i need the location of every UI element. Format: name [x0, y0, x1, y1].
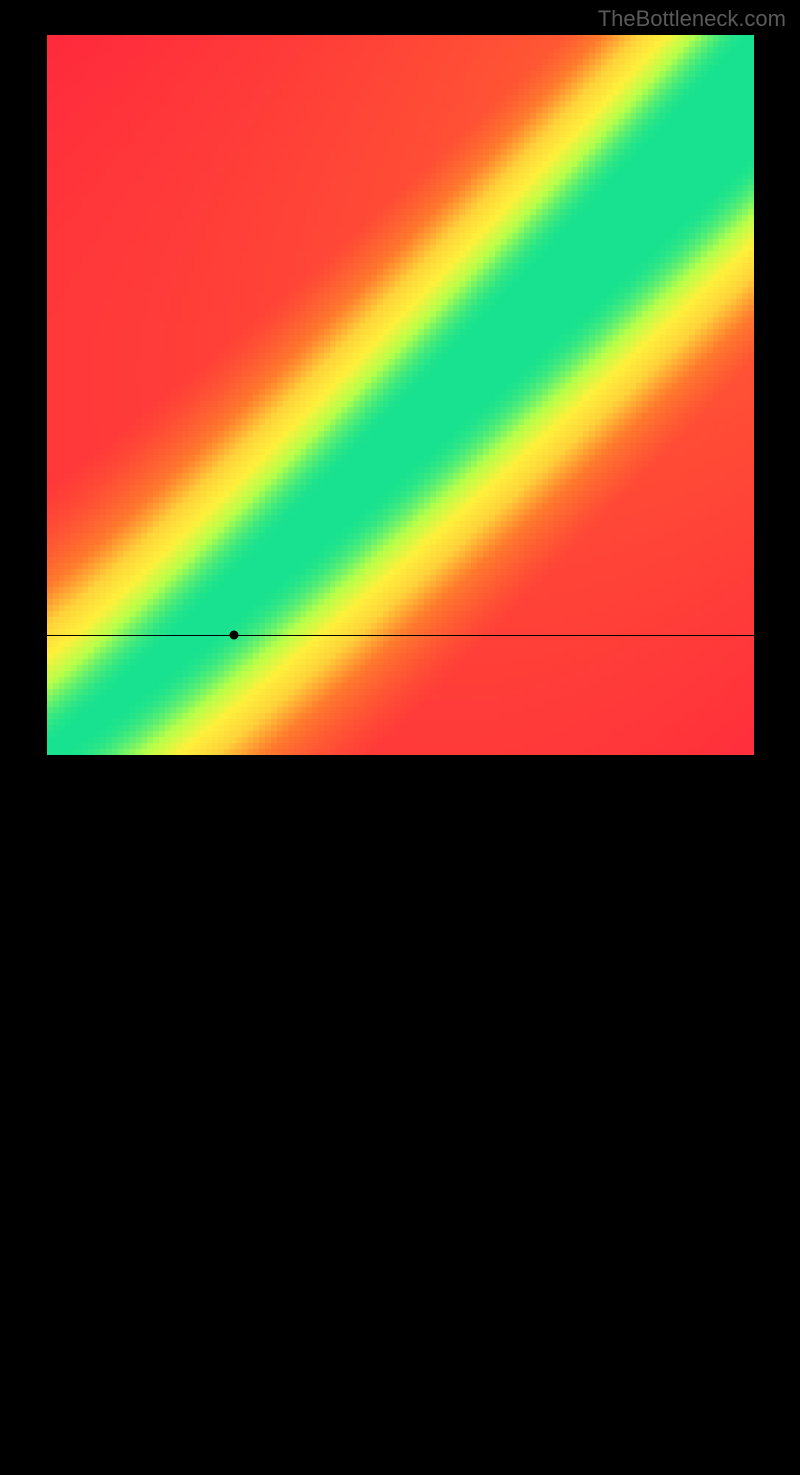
- watermark-text: TheBottleneck.com: [598, 6, 786, 32]
- crosshair-horizontal: [47, 635, 754, 636]
- marker-dot: [229, 631, 238, 640]
- bottleneck-heatmap: [47, 35, 754, 755]
- crosshair-vertical: [234, 755, 235, 1475]
- heatmap-plot-area: [47, 35, 754, 755]
